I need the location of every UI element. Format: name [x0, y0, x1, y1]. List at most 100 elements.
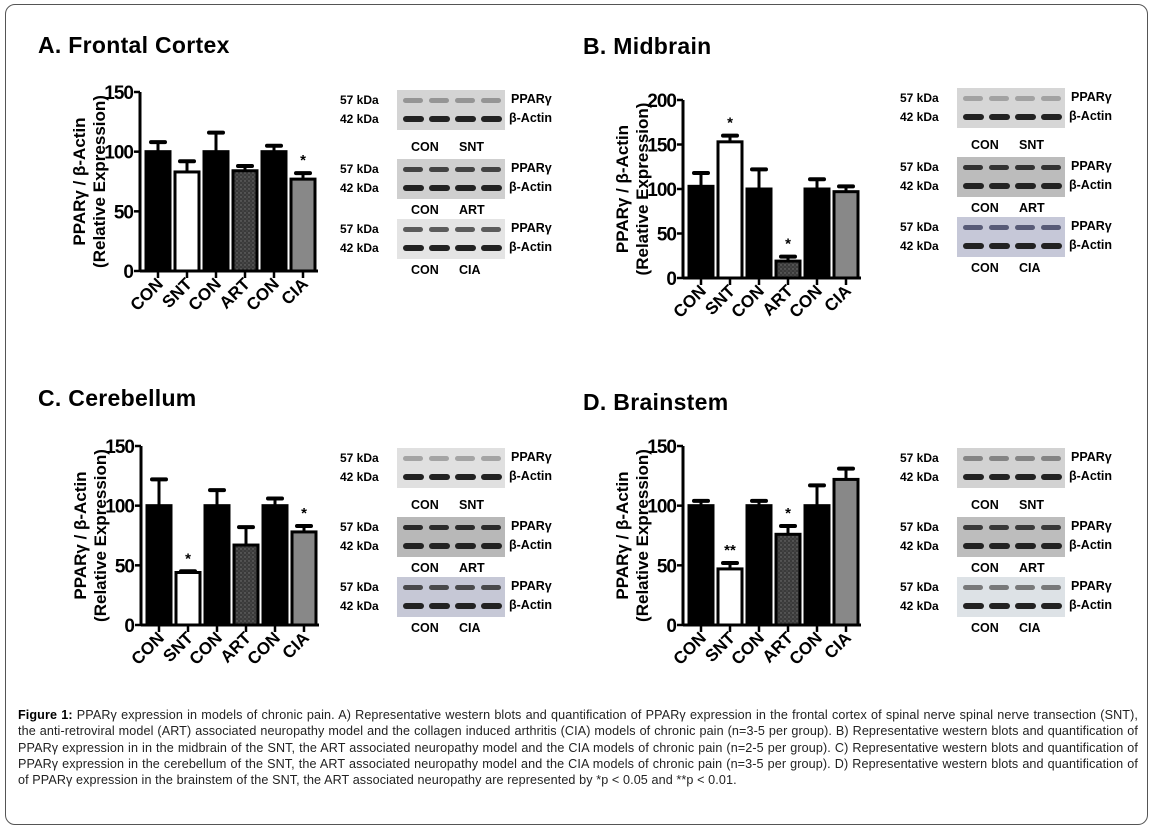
y-axis-label-line2-a: (Relative Expression) — [90, 95, 109, 268]
x-tick-label: CIA — [821, 281, 855, 315]
pparg-band — [455, 525, 475, 530]
actin-band — [989, 543, 1010, 549]
pparg-label: PPARγ — [511, 519, 552, 533]
bar-con — [745, 504, 773, 627]
y-tick-label-b: 100 — [647, 180, 676, 201]
pparg-band — [429, 525, 449, 530]
bar-cia — [832, 190, 860, 280]
panel-b-title: B. Midbrain — [583, 33, 712, 59]
actin-band — [989, 114, 1010, 120]
pparg-band — [989, 456, 1009, 461]
x-tick-label: CON — [786, 281, 826, 321]
y-tick-label-c: 150 — [105, 437, 134, 458]
lane-label-left: CON — [411, 498, 439, 512]
pparg-band — [455, 456, 475, 461]
bar-con — [260, 150, 288, 273]
pparg-band — [403, 227, 423, 232]
y-tick-label-b: 50 — [657, 225, 677, 246]
kda-42-label: 42 kDa — [900, 599, 939, 613]
actin-band — [481, 543, 502, 549]
bar-con — [144, 150, 172, 273]
actin-band — [455, 543, 476, 549]
actin-band — [429, 245, 450, 251]
pparg-band — [989, 225, 1009, 230]
kda-42-label: 42 kDa — [340, 181, 379, 195]
pparg-band — [429, 167, 449, 172]
actin-band — [455, 603, 476, 609]
y-tick-label-c: 0 — [124, 616, 134, 637]
pparg-band — [481, 525, 501, 530]
kda-42-label: 42 kDa — [900, 470, 939, 484]
beta-actin-label: β-Actin — [1069, 469, 1113, 483]
pparg-band — [963, 456, 983, 461]
western-blot-image — [397, 577, 505, 617]
western-blot-image — [397, 219, 505, 259]
actin-band — [963, 183, 984, 189]
y-axis-label-line2-b: (Relative Expression) — [633, 103, 652, 276]
y-tick-label-b: 200 — [647, 91, 676, 112]
western-blot-image — [957, 88, 1065, 128]
pparg-band — [1015, 225, 1035, 230]
pparg-band — [963, 225, 983, 230]
lane-label-right: ART — [459, 203, 485, 217]
actin-band — [1041, 543, 1062, 549]
actin-band — [963, 114, 984, 120]
y-tick-label-d: 100 — [647, 497, 676, 518]
western-blot-image — [957, 577, 1065, 617]
western-blot-image — [957, 157, 1065, 197]
bar-art — [774, 259, 802, 280]
lane-label-right: ART — [459, 561, 485, 575]
bar-art — [231, 169, 259, 273]
lane-label-right: CIA — [1019, 261, 1041, 275]
lane-label-right: SNT — [1019, 498, 1044, 512]
y-tick-label-a: 50 — [114, 202, 134, 223]
x-tick-label: CIA — [279, 628, 313, 662]
pparg-band — [1041, 96, 1061, 101]
panel-a-title: A. Frontal Cortex — [38, 32, 230, 58]
actin-band — [455, 245, 476, 251]
bar-cia — [832, 477, 860, 627]
actin-band — [481, 185, 502, 191]
actin-band — [1041, 243, 1062, 249]
pparg-band — [403, 456, 423, 461]
actin-band — [481, 603, 502, 609]
pparg-band — [481, 98, 501, 103]
beta-actin-label: β-Actin — [1069, 178, 1113, 192]
x-tick-label: CIA — [821, 628, 855, 662]
bar-con — [745, 187, 773, 280]
bar-con — [803, 504, 831, 627]
pparg-band — [429, 98, 449, 103]
pparg-label: PPARγ — [1071, 219, 1112, 233]
actin-band — [1015, 114, 1036, 120]
lane-label-right: CIA — [459, 621, 481, 635]
pparg-band — [963, 165, 983, 170]
y-axis-label-d: PPARγ / β-Actin — [613, 471, 632, 599]
western-blot-image — [957, 217, 1065, 257]
kda-42-label: 42 kDa — [340, 112, 379, 126]
bar-con — [687, 184, 715, 280]
beta-actin-label: β-Actin — [1069, 598, 1113, 612]
actin-band — [403, 185, 424, 191]
actin-band — [429, 543, 450, 549]
pparg-label: PPARγ — [511, 161, 552, 175]
bar-snt — [174, 570, 202, 627]
beta-actin-label: β-Actin — [1069, 538, 1113, 552]
actin-band — [1015, 543, 1036, 549]
pparg-band — [1015, 165, 1035, 170]
bar-snt — [173, 170, 201, 273]
y-tick-label-a: 100 — [104, 143, 133, 164]
pparg-label: PPARγ — [1071, 159, 1112, 173]
y-axis-label-line2-c: (Relative Expression) — [91, 449, 110, 622]
pparg-band — [1041, 456, 1061, 461]
bar-con — [203, 504, 231, 627]
lane-label-right: CIA — [1019, 621, 1041, 635]
pparg-band — [455, 227, 475, 232]
kda-57-label: 57 kDa — [340, 451, 379, 465]
bar-cia — [289, 177, 317, 273]
actin-band — [963, 603, 984, 609]
bar-con — [145, 504, 173, 627]
x-tick-label: CON — [728, 628, 768, 668]
y-tick-label-d: 0 — [666, 616, 676, 637]
y-axis-label-c: PPARγ / β-Actin — [71, 471, 90, 599]
western-blot-image — [397, 90, 505, 130]
